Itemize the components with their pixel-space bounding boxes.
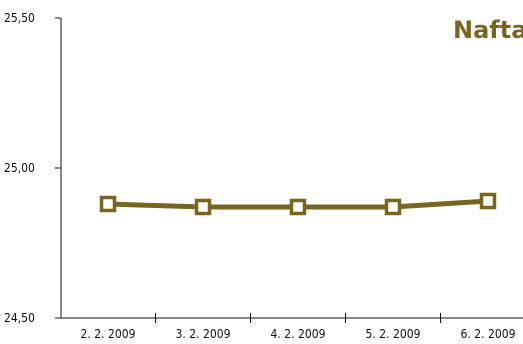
data-point-marker xyxy=(384,198,402,216)
x-tick-label: 6. 2. 2009 xyxy=(461,327,516,341)
y-tick-label: 25,00 xyxy=(4,161,35,175)
x-tick-label: 4. 2. 2009 xyxy=(271,327,326,341)
x-tick-label: 5. 2. 2009 xyxy=(366,327,421,341)
data-point-marker xyxy=(194,198,212,216)
data-point-marker xyxy=(479,192,497,210)
data-point-marker xyxy=(289,198,307,216)
axes xyxy=(60,18,523,319)
series xyxy=(99,192,497,216)
y-ticks: 24,50 25,00 25,50 xyxy=(4,11,61,325)
y-tick-label: 25,50 xyxy=(4,11,35,25)
x-ticks: 2. 2. 2009 3. 2. 2009 4. 2. 2009 5. 2. 2009… xyxy=(81,313,516,341)
y-tick-label: 24,50 xyxy=(4,311,35,325)
chart-title: Nafta xyxy=(453,16,523,44)
x-tick-label: 2. 2. 2009 xyxy=(81,327,136,341)
data-point-marker xyxy=(99,195,117,213)
x-tick-label: 3. 2. 2009 xyxy=(176,327,231,341)
